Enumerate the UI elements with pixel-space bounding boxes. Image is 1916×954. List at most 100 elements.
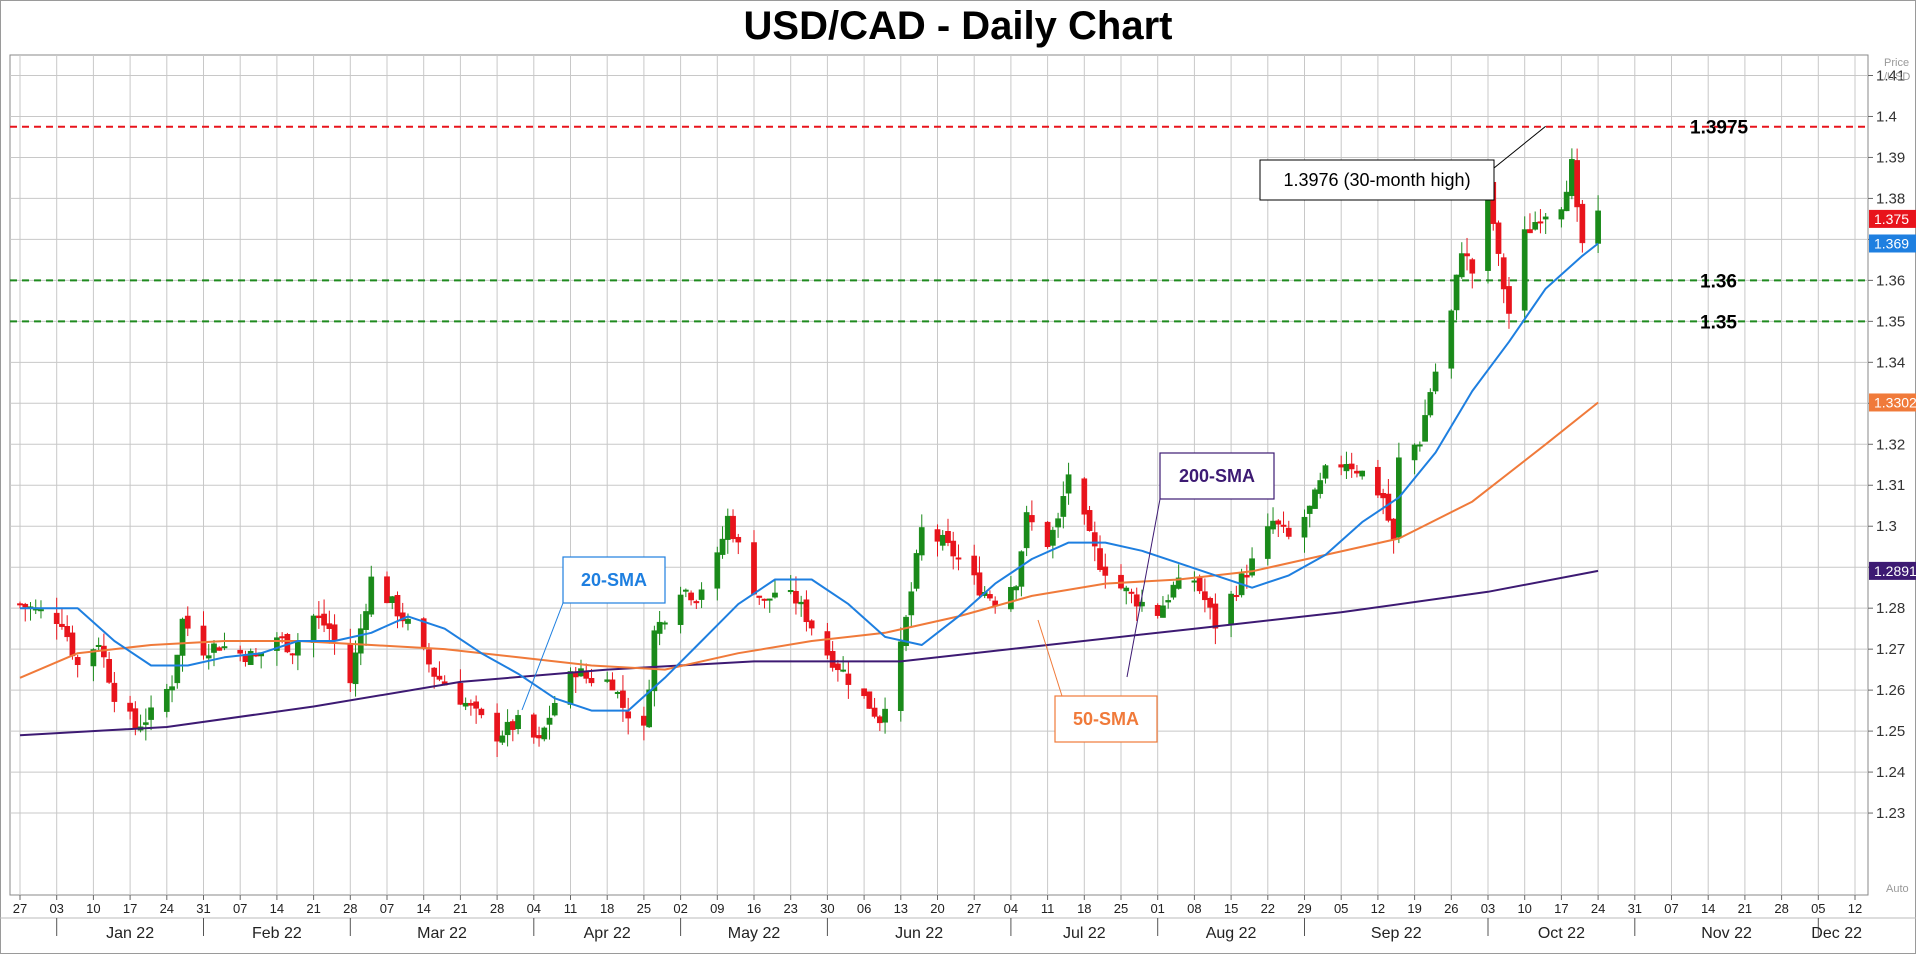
candle-body: [1354, 470, 1360, 474]
candle-up: [840, 656, 846, 673]
x-tick-label: 31: [196, 901, 210, 916]
candle-down: [625, 697, 632, 735]
candle-body: [179, 618, 186, 656]
candle-body: [756, 595, 763, 598]
candle-up: [1322, 464, 1329, 484]
x-tick-label: 01: [1150, 901, 1164, 916]
candle-up: [1396, 442, 1402, 544]
candle-down: [730, 509, 736, 543]
candle-up: [1317, 472, 1324, 499]
last-value-tag: [1869, 393, 1916, 412]
candle-body: [1170, 584, 1177, 598]
x-tick-label: 14: [270, 901, 284, 916]
x-tick-label: 09: [710, 901, 724, 916]
candle-body: [934, 529, 941, 542]
x-tick-label: 28: [343, 901, 357, 916]
candle-body: [651, 630, 658, 692]
candle-body: [829, 651, 836, 668]
candle-down: [871, 697, 878, 719]
x-tick-label: 21: [453, 901, 467, 916]
candle-up: [310, 613, 317, 658]
candle-body: [363, 611, 369, 630]
candle-body: [1306, 505, 1313, 514]
candle-body: [1317, 480, 1324, 494]
candle-body: [295, 641, 301, 656]
candle-down: [808, 619, 815, 636]
candle-body: [1013, 586, 1019, 591]
candle-up: [368, 565, 375, 618]
candle-body: [315, 615, 322, 619]
candle-up: [682, 588, 689, 598]
candle-down: [530, 712, 537, 744]
plot-area: [9, 54, 1869, 896]
y-tick-label: 1.36: [1876, 272, 1905, 289]
month-label: Oct 22: [1538, 925, 1585, 942]
candle-body: [1359, 470, 1366, 477]
candle-down: [132, 701, 139, 736]
x-tick-label: 03: [49, 901, 63, 916]
high-callout-line: [1493, 125, 1546, 169]
candle-body: [682, 589, 689, 592]
candle-body: [389, 596, 396, 603]
high-callout-box: [1259, 159, 1495, 201]
candle-down: [1348, 452, 1355, 478]
candle-down: [64, 615, 71, 642]
candle-body: [1154, 604, 1161, 616]
axis-unit-label: /USD: [1884, 71, 1910, 83]
candle-down: [184, 606, 191, 637]
y-tick-label: 1.27: [1876, 641, 1905, 658]
x-tick-label: 07: [1664, 901, 1678, 916]
candle-body: [735, 536, 742, 543]
candle-body: [1280, 524, 1287, 527]
candle-down: [494, 703, 500, 758]
candle-body: [457, 683, 464, 705]
y-tick-label: 1.25: [1876, 723, 1905, 740]
candle-body: [357, 628, 364, 654]
y-tick-label: 1.38: [1876, 190, 1905, 207]
candle-body: [1081, 478, 1088, 515]
candle-body: [69, 632, 76, 657]
last-value-tag-label: 1.2891: [1874, 563, 1916, 579]
candle-down: [1506, 277, 1512, 329]
candle-down: [468, 699, 474, 716]
candle-body: [1569, 159, 1575, 197]
candle-body: [688, 592, 694, 601]
candle-body: [1432, 371, 1439, 392]
x-tick-label: 20: [930, 901, 944, 916]
candle-down: [861, 688, 867, 699]
x-tick-label: 26: [1444, 901, 1458, 916]
candle-body: [897, 641, 904, 711]
candle-body: [1380, 493, 1386, 499]
candle-up: [882, 697, 888, 734]
candle-down: [436, 661, 443, 682]
candle-up: [1065, 462, 1072, 505]
candle-body: [352, 652, 359, 685]
candle-up: [1422, 399, 1428, 442]
candle-up: [918, 514, 925, 561]
candle-up: [389, 595, 396, 610]
candle-body: [1495, 222, 1502, 254]
candle-body: [609, 679, 616, 691]
candle-up: [295, 633, 301, 671]
candle-body: [515, 715, 521, 729]
month-label: Jan 22: [106, 925, 154, 942]
candle-down: [1285, 520, 1292, 540]
candle-up: [939, 530, 946, 551]
month-label: Aug 22: [1206, 925, 1257, 942]
candle-body: [588, 678, 595, 684]
candle-body: [882, 708, 888, 723]
candle-body: [787, 590, 794, 593]
candle-up: [698, 582, 705, 609]
candle-body: [426, 649, 432, 665]
candle-down: [955, 544, 962, 571]
candle-up: [903, 614, 909, 652]
candle-body: [64, 626, 71, 638]
candle-up: [1170, 581, 1177, 600]
candle-up: [1301, 509, 1308, 553]
candle-down: [216, 646, 223, 651]
candle-up: [504, 709, 511, 747]
axis-unit-label: Price: [1884, 57, 1909, 69]
candle-up: [27, 602, 34, 621]
candle-up: [1558, 207, 1565, 228]
